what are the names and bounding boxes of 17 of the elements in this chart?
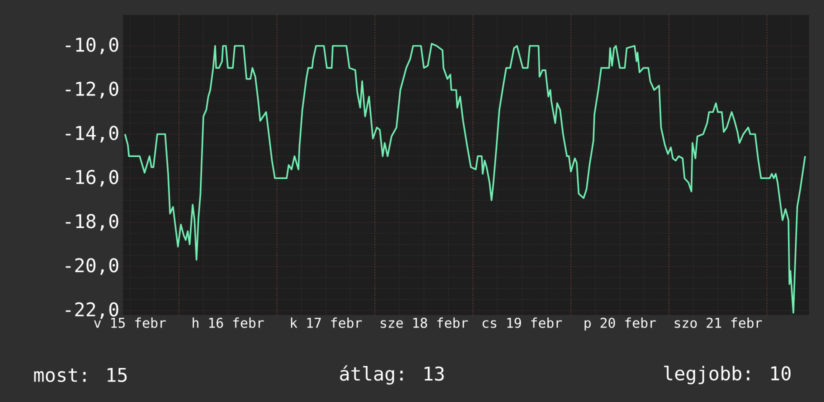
- text: átlag: 13: [340, 365, 444, 385]
- y-tick-label: -10,0: [66, 38, 118, 54]
- x-tick-label: k 17 febr: [290, 318, 362, 328]
- x-tick-label: sze 18 febr: [380, 318, 468, 328]
- y-tick-label: -16,0: [66, 170, 118, 187]
- text: most: 15: [34, 368, 127, 382]
- x-tick-label: p 20 febr: [584, 318, 656, 331]
- x-tick-label: v 15 febr: [94, 318, 166, 328]
- x-tick-label: cs 19 febr: [482, 318, 562, 328]
- y-tick-label: -14,0: [66, 126, 118, 142]
- text: legjobb: 10: [664, 366, 791, 384]
- y-tick-label: -20,0: [66, 258, 118, 275]
- y-tick-label: -22,0: [66, 302, 118, 319]
- y-tick-label: -12,0: [66, 82, 118, 98]
- y-tick-label: -18,0: [66, 214, 118, 231]
- x-tick-label: szo 21 febr: [674, 318, 762, 328]
- x-tick-label: h 16 febr: [192, 318, 264, 328]
